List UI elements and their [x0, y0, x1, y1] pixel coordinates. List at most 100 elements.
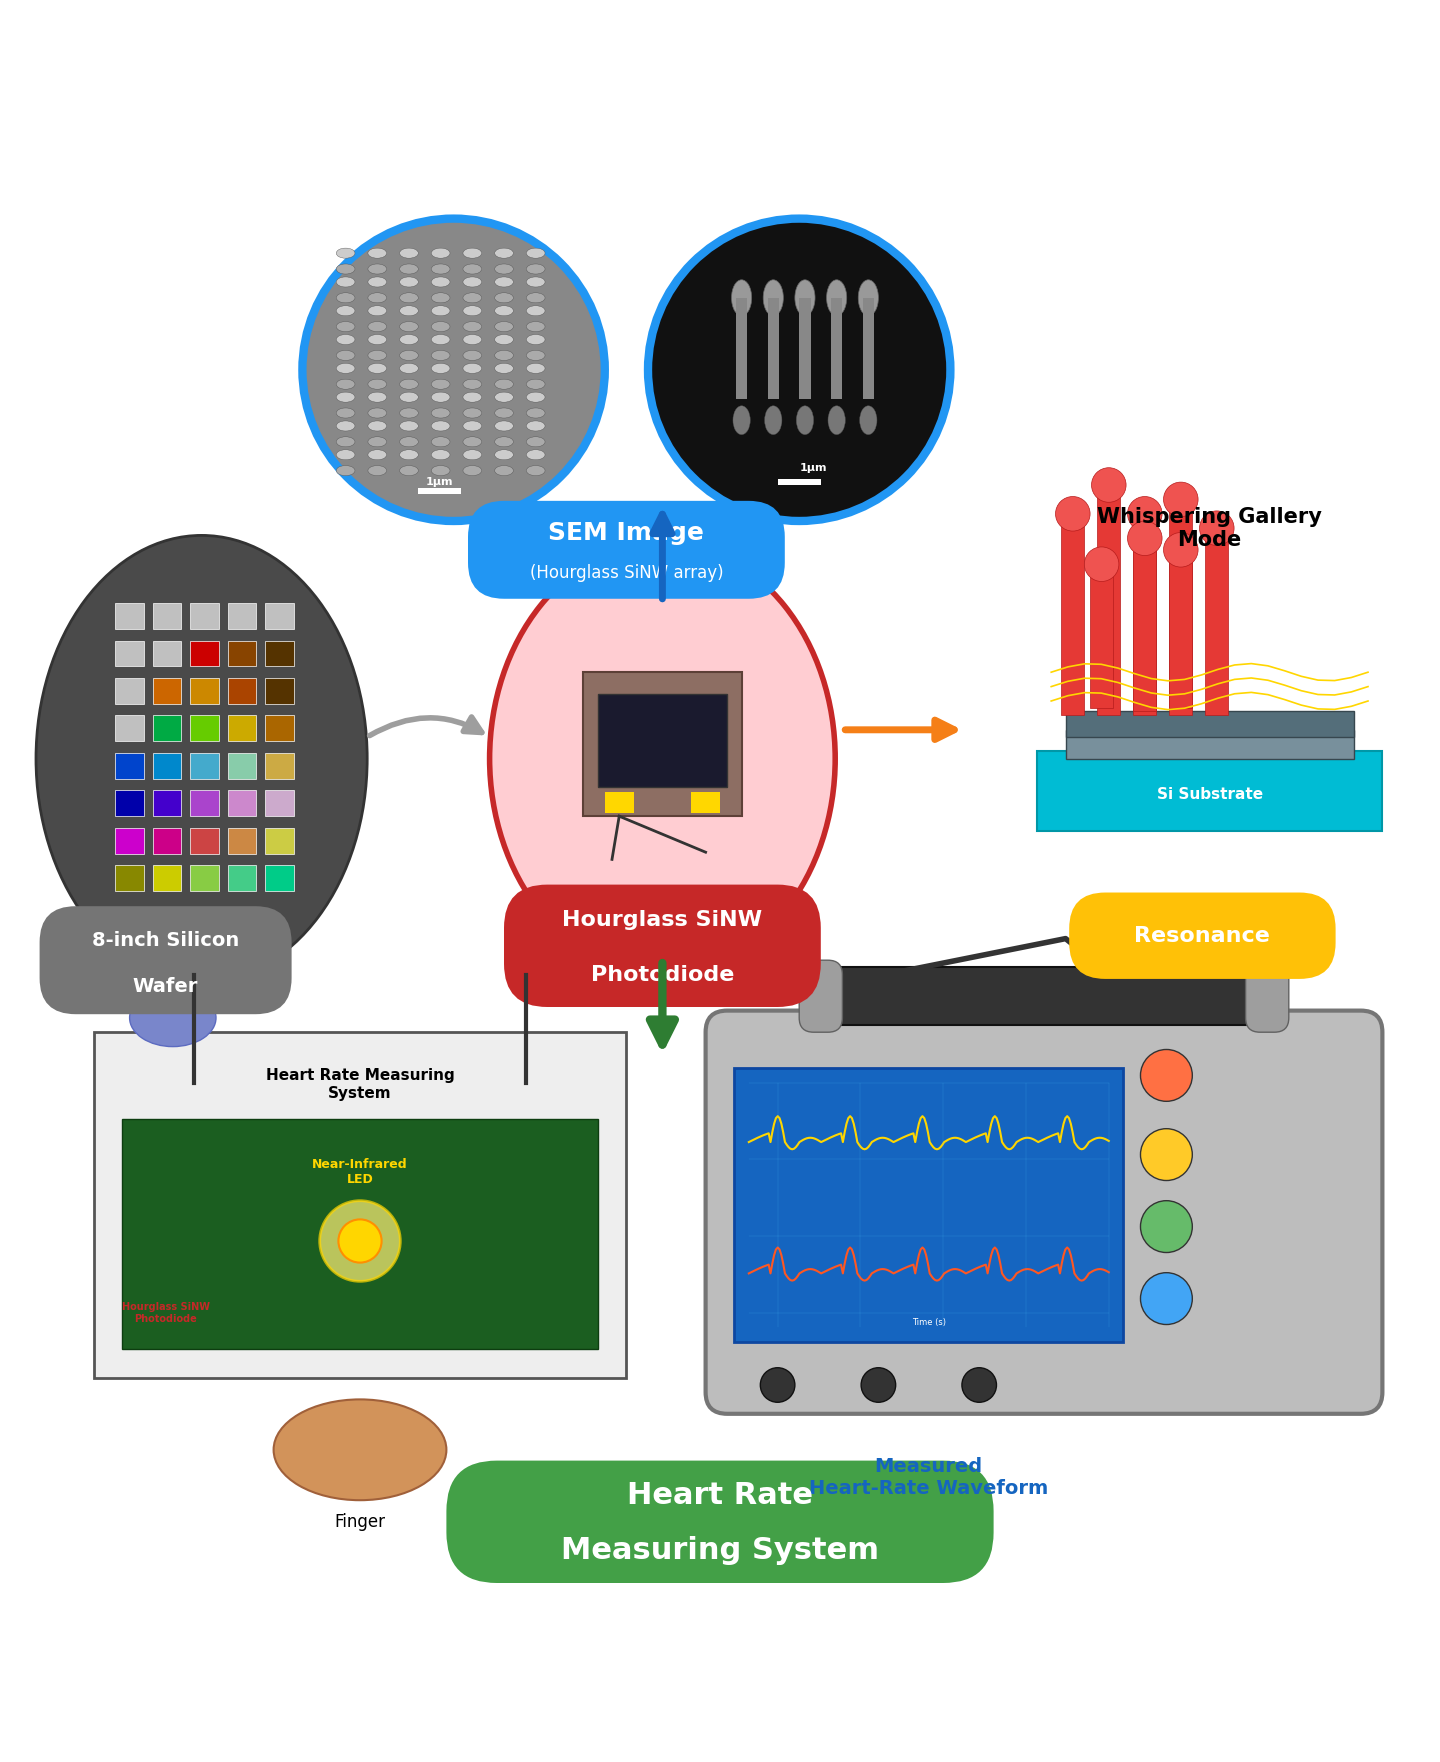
FancyBboxPatch shape	[799, 960, 842, 1033]
Ellipse shape	[527, 393, 544, 402]
Bar	[265, 828, 294, 853]
Ellipse shape	[494, 363, 513, 374]
Circle shape	[1140, 1129, 1192, 1181]
Ellipse shape	[527, 363, 544, 374]
Ellipse shape	[527, 465, 544, 476]
Bar	[1061, 515, 1084, 715]
Ellipse shape	[494, 335, 513, 345]
FancyBboxPatch shape	[468, 500, 785, 599]
Text: Heart Rate: Heart Rate	[626, 1482, 814, 1510]
Ellipse shape	[336, 449, 354, 460]
Ellipse shape	[369, 437, 386, 448]
Ellipse shape	[336, 264, 354, 275]
Ellipse shape	[494, 321, 513, 331]
Bar	[768, 298, 779, 398]
Ellipse shape	[527, 449, 544, 460]
Ellipse shape	[462, 393, 481, 402]
Bar	[583, 671, 742, 816]
Ellipse shape	[399, 307, 418, 315]
Bar	[190, 791, 219, 816]
Circle shape	[1140, 1272, 1192, 1325]
Ellipse shape	[336, 277, 354, 287]
Bar	[1133, 537, 1156, 712]
Ellipse shape	[462, 437, 481, 448]
Ellipse shape	[336, 248, 354, 259]
Ellipse shape	[399, 363, 418, 374]
FancyBboxPatch shape	[1246, 960, 1289, 1033]
Bar	[605, 791, 634, 814]
Ellipse shape	[494, 465, 513, 476]
Bar	[1133, 515, 1156, 715]
Ellipse shape	[462, 449, 481, 460]
Bar	[190, 828, 219, 853]
Ellipse shape	[369, 393, 386, 402]
Bar	[1037, 751, 1382, 830]
Ellipse shape	[462, 292, 481, 303]
Ellipse shape	[36, 536, 367, 981]
Ellipse shape	[369, 335, 386, 345]
Bar	[598, 694, 727, 788]
Bar	[691, 791, 720, 814]
Ellipse shape	[336, 335, 354, 345]
Ellipse shape	[336, 393, 354, 402]
Text: 1μm: 1μm	[799, 463, 828, 472]
Bar	[821, 967, 1267, 1025]
Text: SEM Image: SEM Image	[549, 520, 704, 544]
Ellipse shape	[399, 321, 418, 331]
Ellipse shape	[828, 405, 845, 435]
Ellipse shape	[336, 421, 354, 432]
Ellipse shape	[494, 277, 513, 287]
Ellipse shape	[369, 277, 386, 287]
Bar	[153, 678, 181, 703]
Circle shape	[1084, 546, 1119, 581]
Ellipse shape	[336, 379, 354, 389]
Ellipse shape	[527, 409, 544, 418]
Ellipse shape	[527, 379, 544, 389]
Bar	[265, 641, 294, 666]
Ellipse shape	[369, 363, 386, 374]
Ellipse shape	[462, 351, 481, 361]
Ellipse shape	[399, 393, 418, 402]
Ellipse shape	[462, 409, 481, 418]
Ellipse shape	[765, 405, 782, 435]
Bar	[115, 752, 144, 779]
FancyBboxPatch shape	[1068, 893, 1336, 980]
Ellipse shape	[462, 363, 481, 374]
Ellipse shape	[432, 277, 449, 287]
Bar	[190, 641, 219, 666]
Text: 8-inch Silicon: 8-inch Silicon	[92, 930, 239, 950]
Bar	[228, 791, 256, 816]
Bar	[115, 715, 144, 742]
Bar	[153, 752, 181, 779]
Ellipse shape	[369, 248, 386, 259]
Ellipse shape	[733, 405, 750, 435]
Ellipse shape	[399, 465, 418, 476]
Ellipse shape	[336, 363, 354, 374]
Bar	[418, 488, 461, 493]
Bar	[153, 865, 181, 892]
Text: Photodiode: Photodiode	[590, 964, 734, 985]
Bar	[190, 603, 219, 629]
Circle shape	[1056, 497, 1090, 530]
Circle shape	[760, 1367, 795, 1403]
Circle shape	[648, 218, 950, 522]
Ellipse shape	[494, 307, 513, 315]
Bar	[228, 678, 256, 703]
Ellipse shape	[336, 292, 354, 303]
Ellipse shape	[527, 292, 544, 303]
Text: 1μm: 1μm	[425, 478, 454, 486]
Circle shape	[1092, 467, 1126, 502]
Ellipse shape	[399, 277, 418, 287]
Bar	[778, 479, 821, 485]
Ellipse shape	[369, 379, 386, 389]
Ellipse shape	[399, 335, 418, 345]
Bar	[1066, 712, 1354, 737]
Ellipse shape	[336, 409, 354, 418]
Ellipse shape	[494, 421, 513, 432]
Ellipse shape	[527, 335, 544, 345]
Ellipse shape	[462, 248, 481, 259]
Text: Hourglass SiNW: Hourglass SiNW	[563, 909, 762, 930]
FancyBboxPatch shape	[504, 885, 821, 1008]
Bar	[228, 641, 256, 666]
Ellipse shape	[432, 465, 449, 476]
